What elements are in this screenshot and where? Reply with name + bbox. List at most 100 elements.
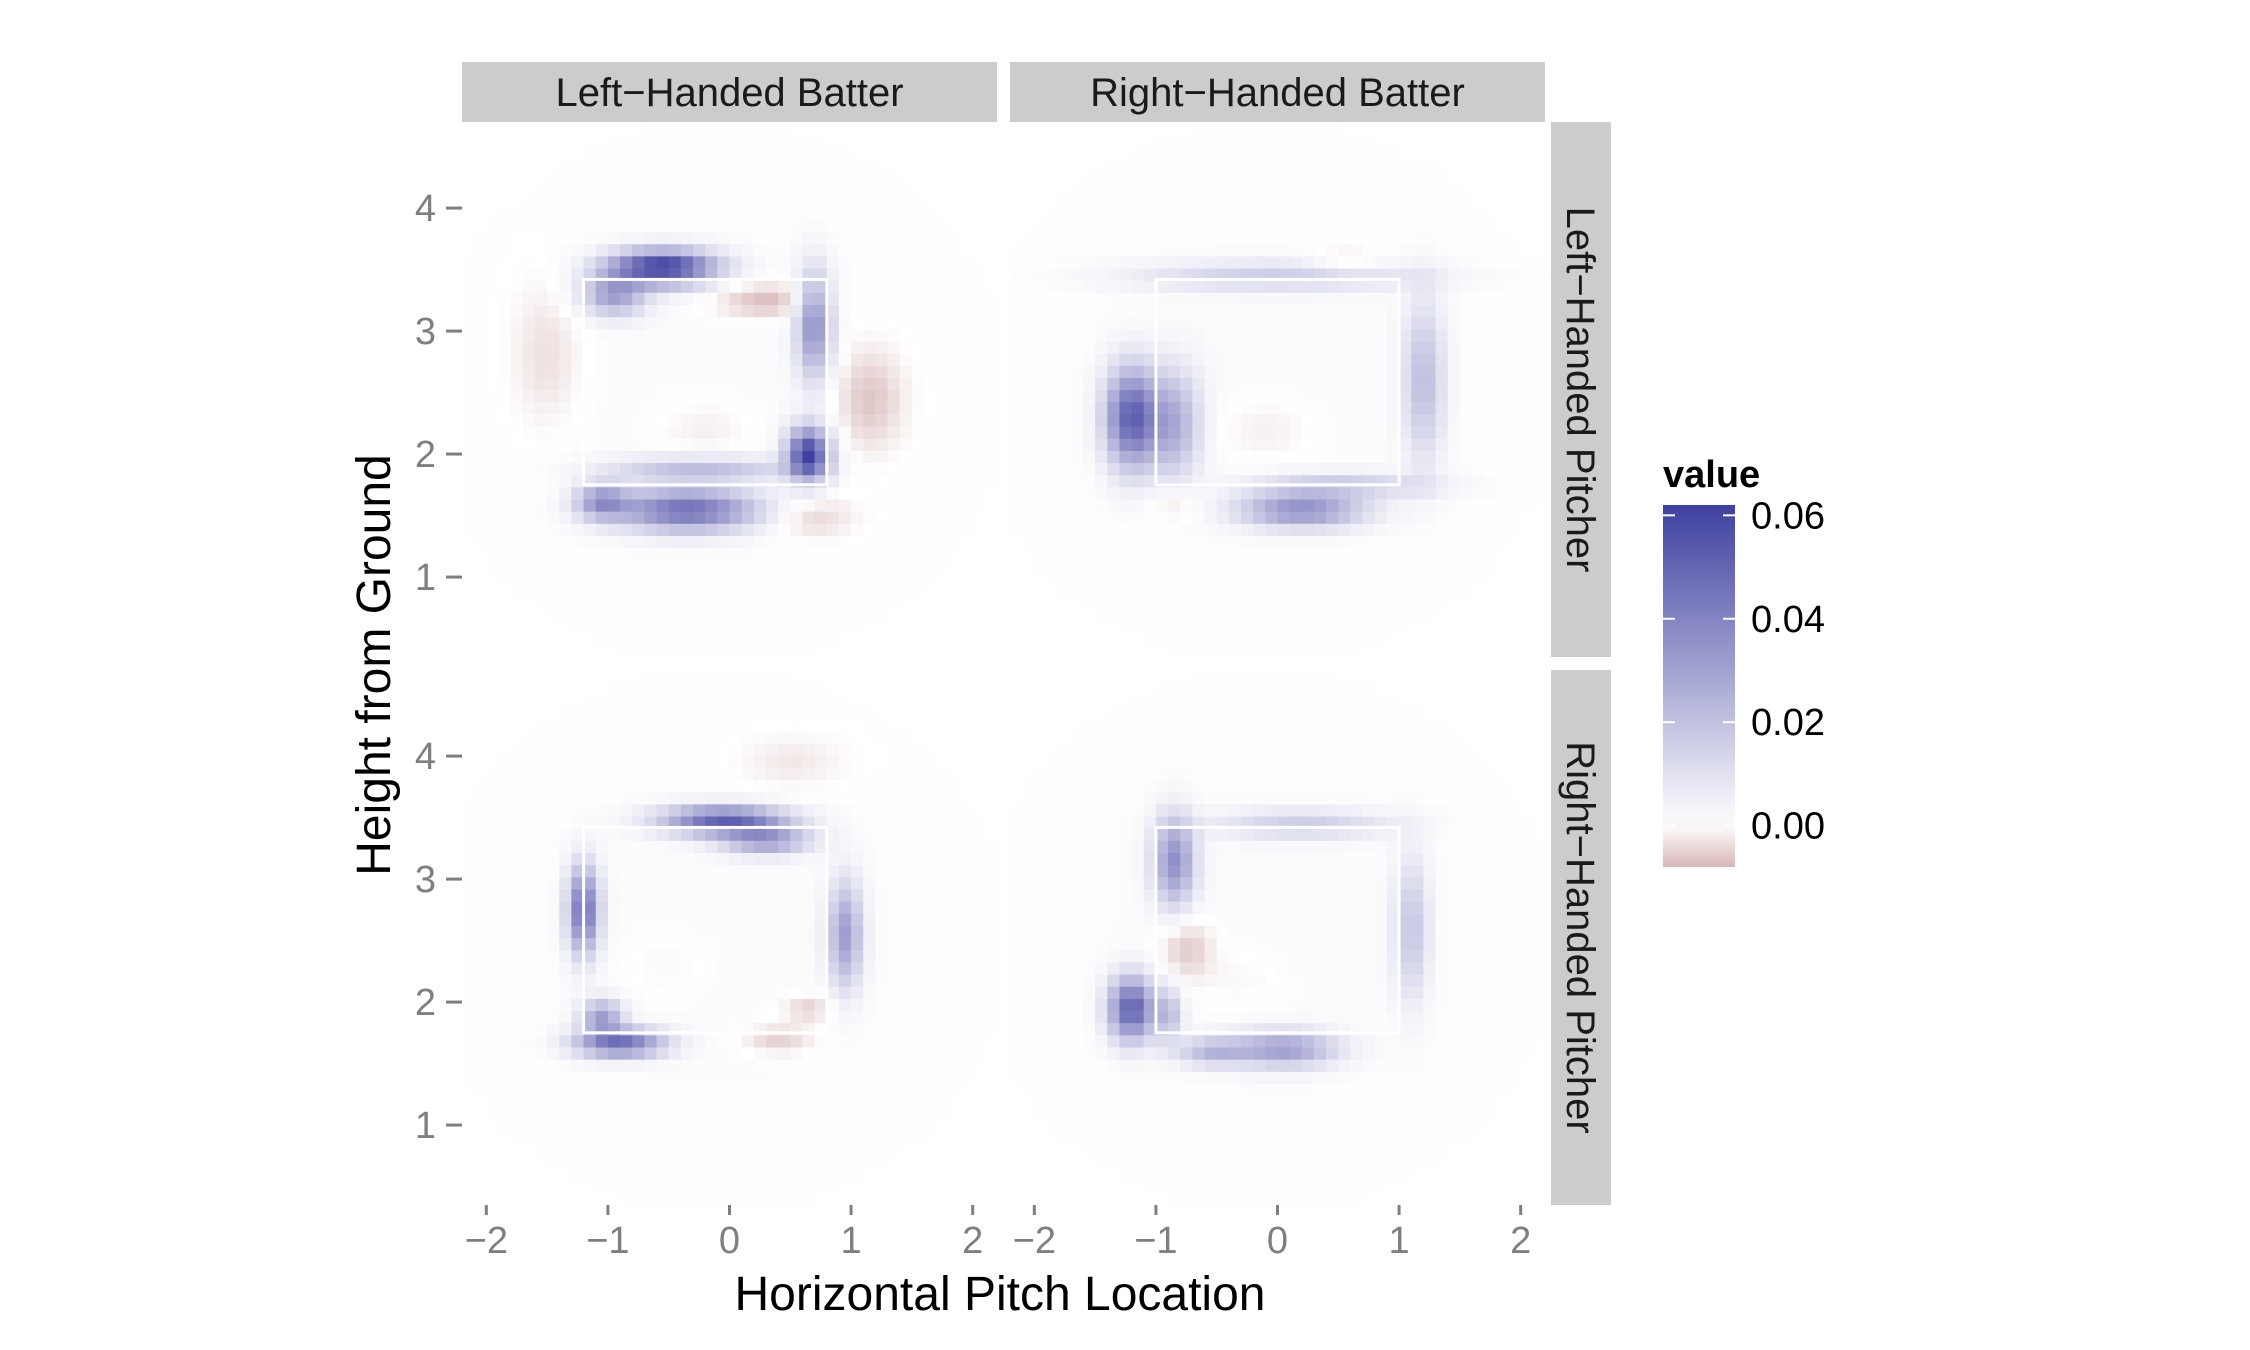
heatmap-cell: [1253, 194, 1266, 208]
heatmap-cell: [1216, 207, 1230, 220]
heatmap-cell: [814, 450, 828, 464]
heatmap-cell: [753, 1107, 767, 1121]
heatmap-cell: [462, 1034, 475, 1048]
heatmap-cell: [911, 340, 925, 354]
heatmap-cell: [498, 1095, 512, 1109]
heatmap-cell: [1022, 158, 1035, 172]
heatmap-cell: [668, 1107, 682, 1121]
heatmap-cell: [547, 973, 560, 987]
heatmap-cell: [1496, 584, 1510, 597]
heatmap-cell: [583, 1192, 597, 1206]
heatmap-cell: [462, 1010, 475, 1024]
heatmap-cell: [510, 864, 524, 878]
heatmap-cell: [826, 535, 840, 549]
heatmap-cell: [522, 231, 536, 245]
heatmap-cell: [1326, 559, 1339, 573]
heatmap-cell: [753, 353, 767, 366]
heatmap-cell: [1131, 450, 1145, 464]
heatmap-cell: [911, 170, 925, 184]
heatmap-cell: [498, 632, 512, 646]
heatmap-cell: [486, 353, 500, 366]
heatmap-cell: [1131, 438, 1145, 451]
heatmap-cell: [972, 547, 986, 561]
heatmap-cell: [1289, 304, 1303, 318]
heatmap-cell: [620, 584, 633, 597]
heatmap-cell: [547, 280, 560, 293]
heatmap-cell: [1386, 377, 1400, 391]
heatmap-cell: [680, 158, 694, 172]
heatmap-cell: [668, 365, 682, 378]
heatmap-cell: [1241, 608, 1254, 622]
heatmap-cell: [1301, 146, 1315, 160]
heatmap-cell: [729, 644, 743, 658]
heatmap-cell: [765, 450, 779, 464]
heatmap-cell: [936, 571, 949, 585]
heatmap-cell: [887, 316, 901, 330]
heatmap-cell: [984, 596, 998, 609]
heatmap-cell: [838, 559, 852, 573]
heatmap-cell: [741, 219, 755, 233]
heatmap-cell: [1459, 158, 1473, 172]
heatmap-cell: [717, 596, 731, 609]
heatmap-cell: [620, 231, 633, 245]
heatmap-cell: [826, 389, 840, 403]
heatmap-cell: [729, 1083, 743, 1097]
heatmap-cell: [1180, 644, 1193, 658]
heatmap-cell: [753, 389, 767, 403]
heatmap-cell: [462, 608, 475, 622]
heatmap-cell: [571, 901, 585, 914]
heatmap-cell: [1228, 571, 1242, 585]
heatmap-cell: [559, 937, 573, 951]
heatmap-cell: [863, 377, 877, 391]
heatmap-cell: [498, 1192, 512, 1206]
heatmap-cell: [1350, 328, 1364, 342]
heatmap-cell: [571, 1095, 585, 1109]
heatmap-cell: [1411, 207, 1425, 220]
heatmap-cell: [741, 644, 755, 658]
heatmap-cell: [1095, 304, 1108, 318]
heatmap-cell: [1362, 219, 1376, 233]
heatmap-cell: [936, 146, 949, 160]
heatmap-cell: [1350, 438, 1364, 451]
heatmap-cell: [1313, 425, 1327, 439]
heatmap-cell: [1168, 304, 1181, 318]
heatmap-cell: [802, 340, 816, 354]
heatmap-cell: [1532, 413, 1546, 427]
heatmap-cell: [462, 207, 475, 220]
heatmap-cell: [1289, 401, 1303, 415]
heatmap-cell: [607, 779, 621, 793]
heatmap-cell: [1484, 304, 1497, 318]
heatmap-cell: [522, 730, 536, 744]
heatmap-cell: [1131, 632, 1145, 646]
heatmap-cell: [1119, 425, 1133, 439]
heatmap-cell: [1374, 486, 1388, 500]
heatmap-cell: [1253, 328, 1266, 342]
heatmap-cell: [693, 401, 706, 415]
heatmap-cell: [607, 523, 621, 537]
heatmap-cell: [863, 438, 877, 451]
heatmap-cell: [1484, 134, 1497, 147]
heatmap-cell: [984, 462, 998, 476]
heatmap-cell: [1301, 535, 1315, 549]
heatmap-cell: [1472, 413, 1485, 427]
heatmap-cell: [1484, 620, 1497, 634]
heatmap-cell: [583, 194, 597, 208]
heatmap-cell: [1143, 498, 1157, 512]
heatmap-cell: [948, 608, 962, 622]
heatmap-cell: [1010, 158, 1023, 172]
heatmap-cell: [1301, 328, 1315, 342]
heatmap-cell: [1508, 498, 1522, 512]
heatmap-cell: [1496, 559, 1510, 573]
heatmap-cell: [863, 389, 877, 403]
heatmap-cell: [1435, 231, 1449, 245]
heatmap-cell: [644, 425, 658, 439]
heatmap-cell: [911, 401, 925, 415]
heatmap-cell: [595, 888, 609, 902]
heatmap-cell: [887, 243, 901, 257]
heatmap-cell: [1253, 511, 1266, 524]
heatmap-cell: [863, 182, 877, 196]
heatmap-cell: [632, 523, 645, 537]
heatmap-cell: [486, 1071, 500, 1085]
heatmap-cell: [887, 632, 901, 646]
heatmap-cell: [1326, 122, 1339, 135]
